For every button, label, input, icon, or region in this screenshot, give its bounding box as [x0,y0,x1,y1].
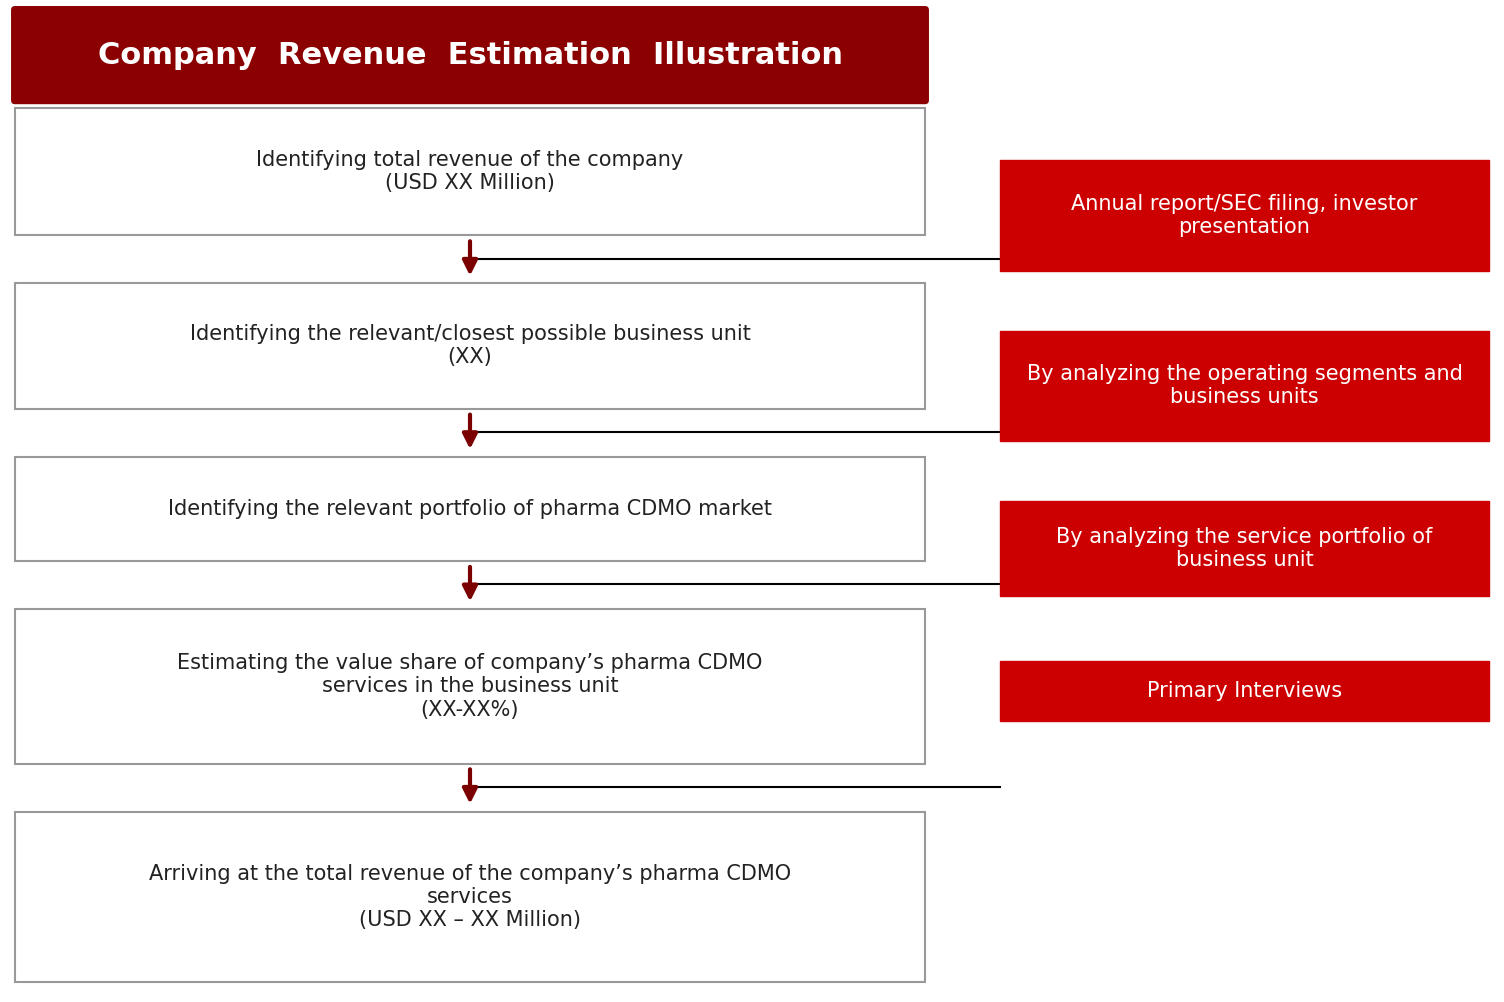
FancyBboxPatch shape [1000,501,1489,596]
Text: Identifying the relevant portfolio of pharma CDMO market: Identifying the relevant portfolio of ph… [168,499,772,519]
Text: Company  Revenue  Estimation  Illustration: Company Revenue Estimation Illustration [98,41,842,69]
Text: Estimating the value share of company’s pharma CDMO
services in the business uni: Estimating the value share of company’s … [177,653,763,719]
FancyBboxPatch shape [15,108,925,235]
FancyBboxPatch shape [1000,331,1489,441]
FancyBboxPatch shape [11,6,929,104]
Text: Identifying the relevant/closest possible business unit
(XX): Identifying the relevant/closest possibl… [190,324,750,368]
FancyBboxPatch shape [15,457,925,561]
FancyBboxPatch shape [15,283,925,409]
Text: Identifying total revenue of the company
(USD XX Million): Identifying total revenue of the company… [256,150,684,193]
Text: Annual report/SEC filing, investor
presentation: Annual report/SEC filing, investor prese… [1071,193,1418,237]
Text: Primary Interviews: Primary Interviews [1148,681,1342,701]
FancyBboxPatch shape [15,812,925,982]
Text: By analyzing the operating segments and
business units: By analyzing the operating segments and … [1027,364,1462,408]
FancyBboxPatch shape [15,609,925,764]
Text: Arriving at the total revenue of the company’s pharma CDMO
services
(USD XX – XX: Arriving at the total revenue of the com… [149,864,791,930]
FancyBboxPatch shape [1000,661,1489,721]
Text: By analyzing the service portfolio of
business unit: By analyzing the service portfolio of bu… [1056,527,1433,570]
FancyBboxPatch shape [1000,160,1489,271]
